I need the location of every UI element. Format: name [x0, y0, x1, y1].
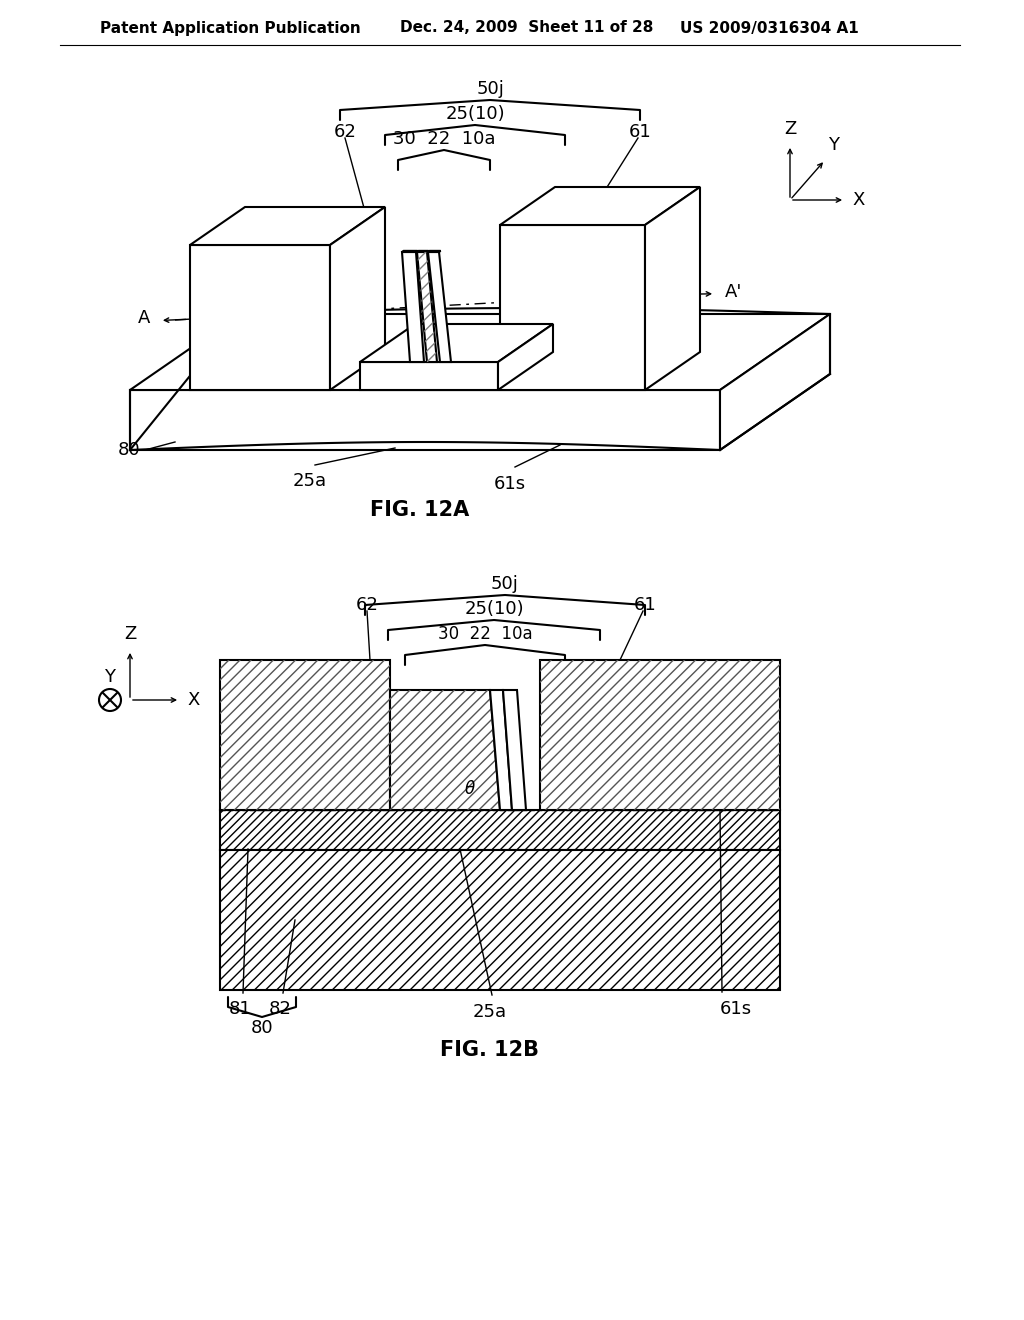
Text: X: X: [852, 191, 864, 209]
Polygon shape: [428, 252, 451, 362]
Polygon shape: [130, 389, 720, 450]
Text: 30  22  10a: 30 22 10a: [437, 624, 532, 643]
Text: 61: 61: [629, 123, 651, 141]
Text: 50j: 50j: [492, 576, 519, 593]
Text: 25(10): 25(10): [445, 106, 505, 123]
Text: Z: Z: [784, 120, 796, 139]
Text: 25a: 25a: [293, 473, 327, 490]
Text: Y: Y: [828, 136, 839, 154]
Text: 25a: 25a: [473, 1003, 507, 1020]
Text: 62: 62: [334, 123, 356, 141]
Bar: [220, 810, 780, 850]
Text: US 2009/0316304 A1: US 2009/0316304 A1: [680, 21, 859, 36]
Text: Y: Y: [104, 668, 116, 686]
Text: A': A': [725, 282, 742, 301]
Text: 61s: 61s: [494, 475, 526, 492]
Bar: [220, 660, 390, 810]
Polygon shape: [190, 207, 385, 246]
Text: 80: 80: [251, 1019, 273, 1038]
Bar: [220, 850, 780, 990]
Text: 30  22  10a: 30 22 10a: [393, 129, 496, 148]
Text: 81: 81: [228, 1001, 251, 1018]
Polygon shape: [402, 252, 424, 362]
Bar: [220, 660, 390, 810]
Polygon shape: [390, 690, 500, 810]
Text: $\theta$: $\theta$: [464, 780, 476, 799]
Text: 50j: 50j: [476, 81, 504, 98]
Text: Dec. 24, 2009  Sheet 11 of 28: Dec. 24, 2009 Sheet 11 of 28: [400, 21, 653, 36]
Polygon shape: [645, 187, 700, 389]
Polygon shape: [720, 314, 830, 450]
Bar: [540, 660, 780, 810]
Text: Patent Application Publication: Patent Application Publication: [100, 21, 360, 36]
Text: Z: Z: [124, 624, 136, 643]
Text: FIG. 12A: FIG. 12A: [371, 500, 470, 520]
Text: 62: 62: [355, 597, 379, 614]
Polygon shape: [360, 362, 498, 389]
Polygon shape: [500, 224, 645, 389]
Polygon shape: [417, 252, 437, 362]
Bar: [220, 810, 780, 850]
Text: A: A: [137, 309, 150, 327]
Text: 61: 61: [634, 597, 656, 614]
Polygon shape: [190, 246, 330, 389]
Polygon shape: [500, 187, 700, 224]
Text: 82: 82: [268, 1001, 292, 1018]
Polygon shape: [498, 323, 553, 389]
Polygon shape: [330, 207, 385, 389]
Polygon shape: [490, 690, 512, 810]
Text: X: X: [187, 690, 200, 709]
Text: 80: 80: [118, 441, 140, 459]
Bar: [220, 850, 780, 990]
Bar: [540, 660, 780, 810]
Polygon shape: [360, 323, 553, 362]
Text: FIG. 12B: FIG. 12B: [440, 1040, 540, 1060]
Polygon shape: [503, 690, 526, 810]
Polygon shape: [130, 314, 830, 389]
Text: 25(10): 25(10): [464, 601, 524, 618]
Text: 61s: 61s: [720, 1001, 752, 1018]
